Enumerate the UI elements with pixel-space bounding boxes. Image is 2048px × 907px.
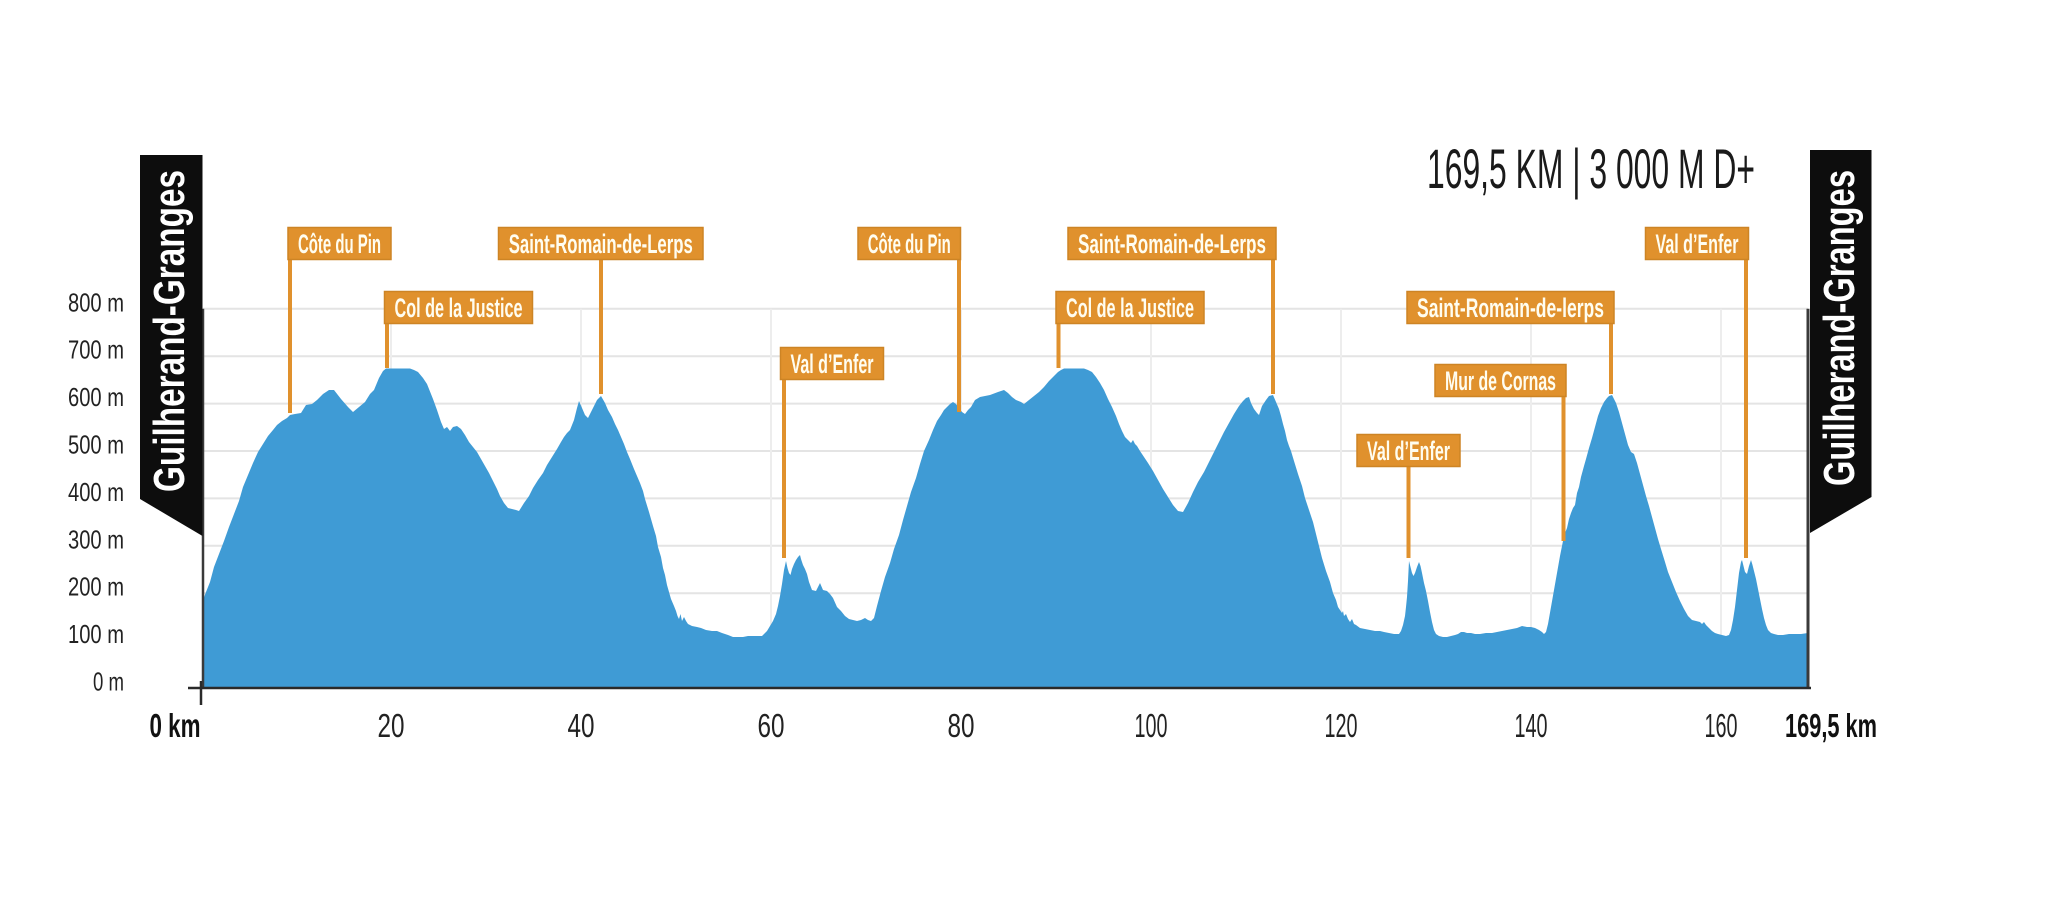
svg-text:0 km: 0 km (150, 707, 201, 744)
svg-text:Val d’Enfer: Val d’Enfer (791, 349, 874, 379)
svg-text:Mur de Cornas: Mur de Cornas (1445, 366, 1556, 396)
svg-text:100: 100 (1135, 707, 1168, 744)
svg-text:120: 120 (1325, 707, 1358, 744)
svg-text:200 m: 200 m (68, 572, 124, 602)
svg-text:500 m: 500 m (68, 430, 124, 460)
svg-text:700 m: 700 m (68, 335, 124, 365)
svg-text:169,5 km: 169,5 km (1785, 707, 1877, 744)
svg-text:400 m: 400 m (68, 477, 124, 507)
svg-text:Saint-Romain-de-lerps: Saint-Romain-de-lerps (1417, 293, 1604, 323)
svg-text:Saint-Romain-de-Lerps: Saint-Romain-de-Lerps (1078, 229, 1266, 259)
svg-text:600 m: 600 m (68, 382, 124, 412)
svg-text:Saint-Romain-de-Lerps: Saint-Romain-de-Lerps (509, 229, 693, 259)
svg-text:100 m: 100 m (68, 619, 124, 649)
svg-text:60: 60 (758, 707, 785, 744)
svg-text:Côte du Pin: Côte du Pin (868, 229, 951, 259)
svg-text:140: 140 (1515, 707, 1548, 744)
svg-text:Guilherand-Granges: Guilherand-Granges (1815, 170, 1864, 486)
svg-text:169,5 KM | 3 000 M D+: 169,5 KM | 3 000 M D+ (1427, 137, 1755, 200)
svg-text:Col de la Justice: Col de la Justice (395, 293, 523, 323)
svg-text:80: 80 (948, 707, 975, 744)
svg-text:0 m: 0 m (93, 667, 124, 697)
svg-text:Val d’Enfer: Val d’Enfer (1367, 436, 1450, 466)
svg-text:800 m: 800 m (68, 287, 124, 317)
svg-text:40: 40 (568, 707, 595, 744)
svg-text:Côte du Pin: Côte du Pin (298, 229, 381, 259)
svg-text:160: 160 (1705, 707, 1738, 744)
svg-text:Guilherand-Granges: Guilherand-Granges (145, 170, 194, 492)
svg-text:300 m: 300 m (68, 524, 124, 554)
svg-text:20: 20 (378, 707, 405, 744)
svg-text:Col de la Justice: Col de la Justice (1066, 293, 1194, 323)
svg-text:Val d’Enfer: Val d’Enfer (1656, 229, 1739, 259)
